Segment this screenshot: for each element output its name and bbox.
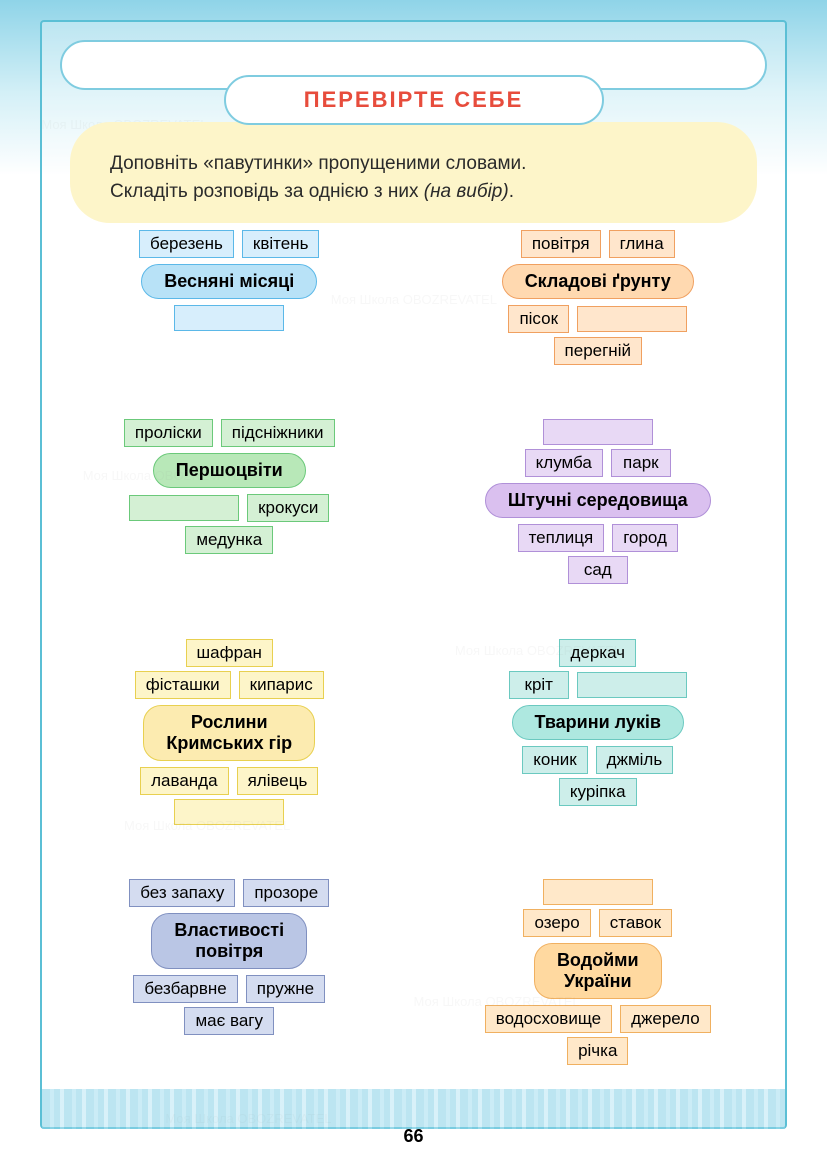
node: водосховище: [485, 1005, 612, 1033]
node-empty: [543, 419, 653, 445]
node: повітря: [521, 230, 601, 258]
node: город: [612, 524, 678, 552]
node: глина: [609, 230, 675, 258]
web-flowers: проліски підсніжники Першоцвіти крокуси …: [60, 419, 399, 628]
node: підсніжники: [221, 419, 335, 447]
web-env: клумба парк Штучні середовища теплиця го…: [429, 419, 768, 628]
instruction-box: Доповніть «павутинки» пропущеними словам…: [70, 122, 757, 223]
web-center: Тварини луків: [512, 705, 684, 740]
node: парк: [611, 449, 671, 477]
node: проліски: [124, 419, 213, 447]
node-empty: [577, 306, 687, 332]
node: крокуси: [247, 494, 329, 522]
node: кріт: [509, 671, 569, 699]
node: прозоре: [243, 879, 329, 907]
node: озеро: [523, 909, 590, 937]
webs-grid: березень квітень Весняні місяці повітря …: [60, 230, 767, 1109]
web-air: без запаху прозоре Властивості повітря б…: [60, 879, 399, 1109]
web-center: Весняні місяці: [141, 264, 317, 299]
web-center: Рослини Кримських гір: [143, 705, 315, 761]
node: квітень: [242, 230, 320, 258]
node: сад: [568, 556, 628, 584]
node: фісташки: [135, 671, 231, 699]
page-title: ПЕРЕВІРТЕ СЕБЕ: [224, 75, 604, 125]
node: лаванда: [140, 767, 228, 795]
instruction-em: (на вибір): [424, 181, 509, 202]
web-plants: шафран фісташки кипарис Рослини Кримськи…: [60, 639, 399, 869]
node-empty: [174, 305, 284, 331]
node: річка: [567, 1037, 628, 1065]
node: медунка: [185, 526, 273, 554]
web-animals: деркач кріт Тварини луків коник джміль к…: [429, 639, 768, 869]
web-months: березень квітень Весняні місяці: [60, 230, 399, 409]
node: березень: [139, 230, 234, 258]
node: ставок: [599, 909, 672, 937]
node: кипарис: [239, 671, 324, 699]
node: куріпка: [559, 778, 637, 806]
page-number: 66: [403, 1126, 423, 1147]
node: клумба: [525, 449, 603, 477]
node: пісок: [508, 305, 569, 333]
node: без запаху: [129, 879, 235, 907]
instruction-end: .: [509, 181, 514, 202]
node: має вагу: [184, 1007, 274, 1035]
node: шафран: [186, 639, 273, 667]
web-center: Першоцвіти: [153, 453, 306, 488]
node-empty: [129, 495, 239, 521]
web-center: Штучні середовища: [485, 483, 711, 518]
node: пружне: [246, 975, 325, 1003]
web-center: Властивості повітря: [151, 913, 307, 969]
node: ялівець: [237, 767, 319, 795]
node: коник: [522, 746, 587, 774]
web-water: озеро ставок Водойми України водосховище…: [429, 879, 768, 1109]
node: безбарвне: [133, 975, 237, 1003]
instruction-line1: Доповніть «павутинки» пропущеними словам…: [110, 153, 526, 174]
instruction-line2: Складіть розповідь за однією з них: [110, 181, 424, 202]
node: джміль: [596, 746, 674, 774]
node: деркач: [559, 639, 636, 667]
node: перегній: [554, 337, 642, 365]
web-soil: повітря глина Складові ґрунту пісок пере…: [429, 230, 768, 409]
node-empty: [174, 799, 284, 825]
web-center: Складові ґрунту: [502, 264, 694, 299]
node-empty: [543, 879, 653, 905]
node: джерело: [620, 1005, 711, 1033]
node-empty: [577, 672, 687, 698]
node: теплиця: [518, 524, 605, 552]
footer-city-decor: [42, 1089, 785, 1129]
web-center: Водойми України: [534, 943, 662, 999]
